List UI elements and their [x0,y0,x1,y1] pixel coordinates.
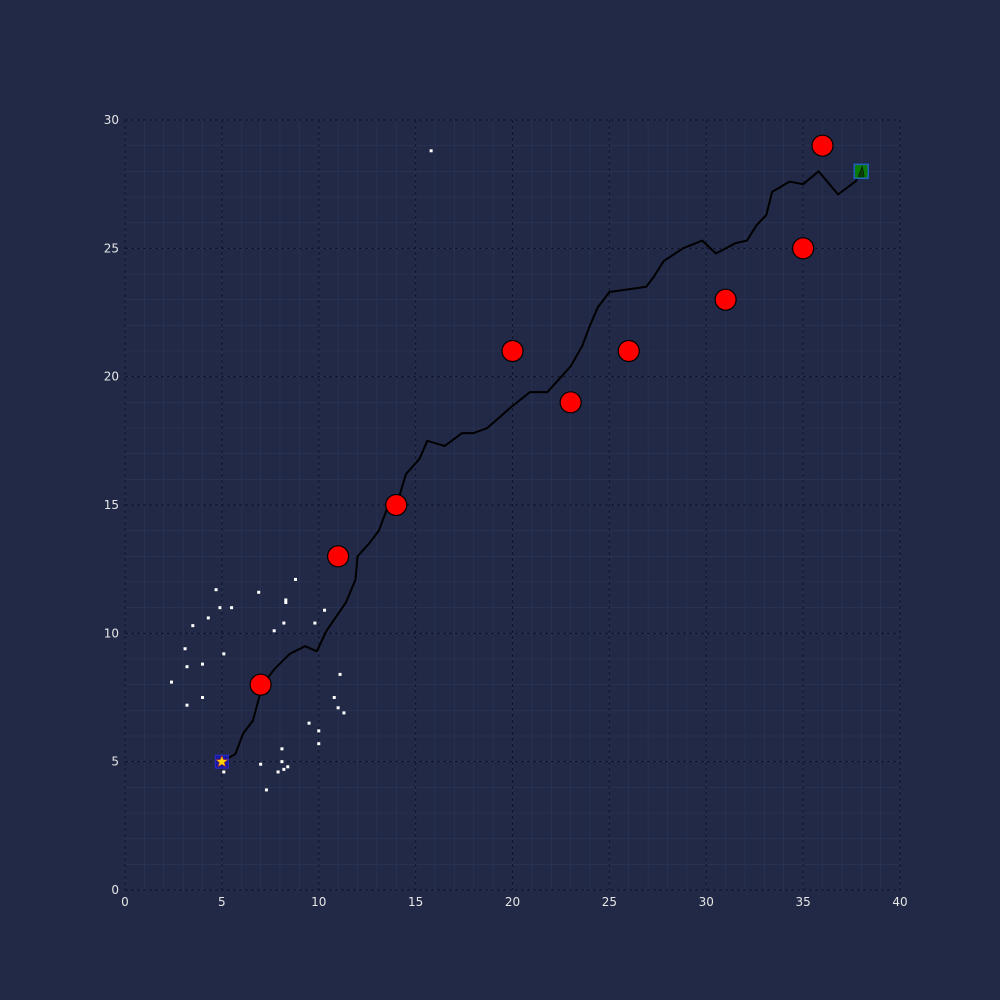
scatter-point [183,647,187,651]
marker-layer [214,163,869,769]
y-tick-label: 30 [104,113,119,127]
scatter-point [307,721,311,725]
scatter-point [282,767,286,771]
scatter-point [214,588,218,592]
x-tick-label: 30 [699,895,714,909]
y-tick-label: 5 [111,755,119,769]
scatter-point [218,606,222,610]
scatter-point [259,762,263,766]
x-tick-label: 35 [795,895,810,909]
scatter-point [206,616,210,620]
scatter-point [284,601,288,605]
y-tick-label: 25 [104,241,119,255]
scatter-point [336,706,340,710]
scatter-point [264,788,268,792]
y-tick-label: 0 [111,883,119,897]
scatter-point [170,680,173,684]
obstacle-point [327,545,350,568]
scatter-point [332,696,336,699]
y-tick-label: 10 [104,626,119,640]
scatter-point [286,765,290,769]
start-star-icon [215,754,229,768]
x-tick-label: 10 [311,895,326,909]
scatter-point [323,608,327,612]
obstacle-point [714,288,737,311]
obstacle-point [811,134,834,157]
x-tick-label: 20 [505,895,520,909]
obstacle-layer [249,134,834,696]
x-tick-label: 25 [602,895,617,909]
obstacle-point [617,339,640,363]
x-tick-labels: 0 5 10 15 20 25 30 35 40 [121,895,907,909]
scatter-layer [170,149,433,792]
x-tick-label: 15 [408,895,423,909]
scatter-point [429,149,433,153]
scatter-point [185,703,189,707]
obstacle-point [501,339,524,363]
scatter-point [294,577,297,581]
scatter-point [185,665,189,669]
y-tick-labels: 0 5 10 15 20 25 30 [104,113,119,897]
scatter-point [222,652,226,656]
x-tick-label: 40 [892,895,907,909]
scatter-point [317,729,321,733]
scatter-point [191,624,195,628]
scatter-point [342,711,346,715]
scatter-point [284,598,288,602]
x-tick-label: 5 [218,895,226,909]
obstacle-point [249,673,272,696]
scatter-point [280,747,284,751]
path-line [221,170,863,763]
scatter-point [201,696,204,699]
scatter-point [317,742,321,746]
scatter-point [201,662,204,666]
scatter-point [282,621,286,625]
obstacle-point [385,493,408,517]
scatter-point [276,770,280,774]
goal-flag-icon [857,165,865,177]
scatter-point [313,621,317,625]
scatter-point [230,606,234,610]
x-tick-label: 0 [121,895,129,909]
obstacle-point [559,391,582,414]
scatter-point [338,672,342,676]
scatter-point [272,629,276,633]
obstacle-point [792,237,815,260]
scatter-point [280,760,284,764]
y-tick-label: 20 [104,370,119,384]
scatter-point [222,770,226,774]
y-tick-label: 15 [104,498,119,512]
scatter-point [257,590,261,594]
path-layer [221,170,863,763]
